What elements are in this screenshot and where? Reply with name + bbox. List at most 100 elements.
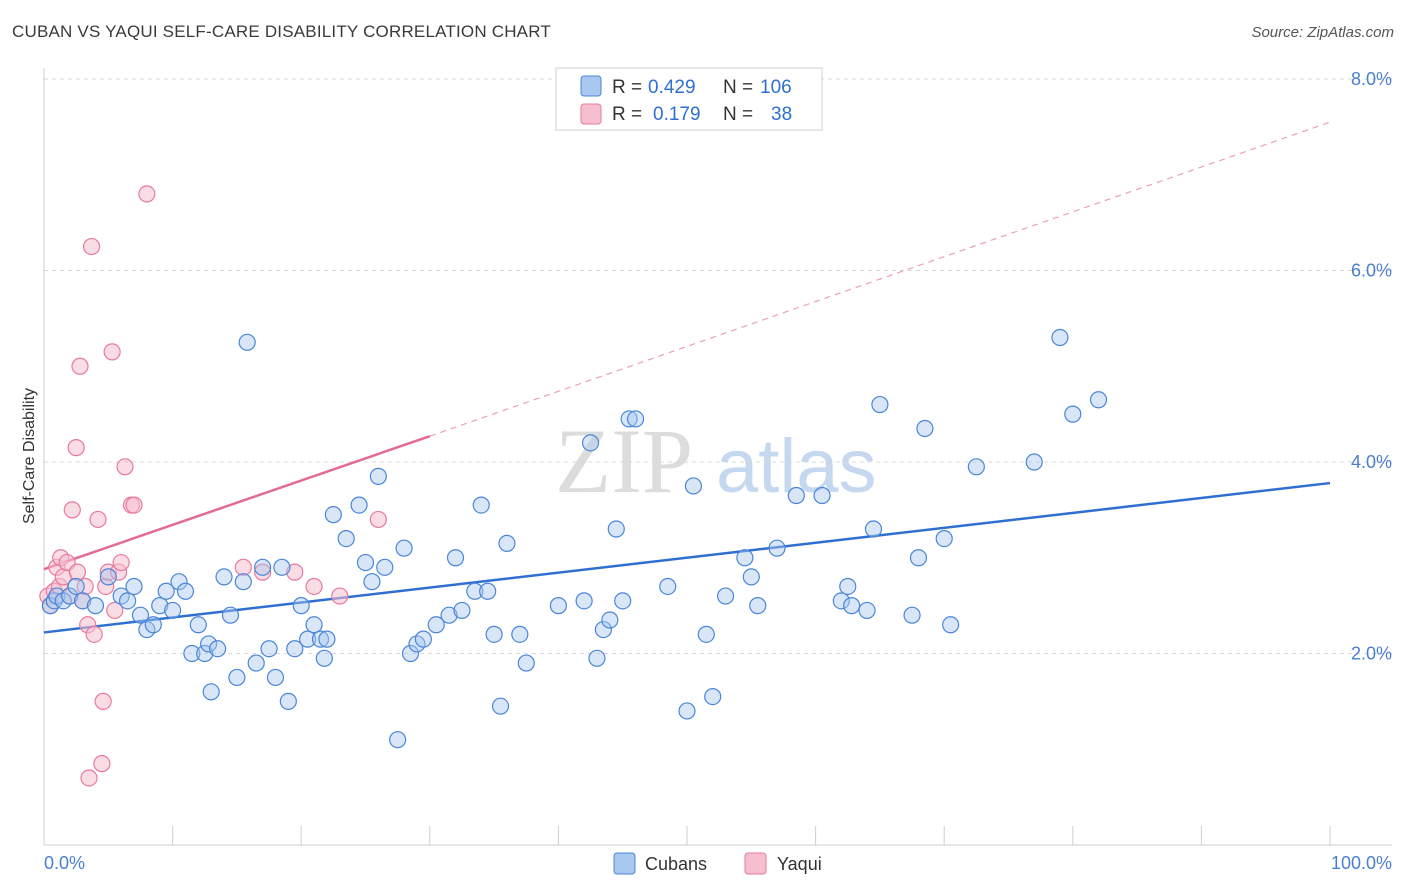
cubans-point (299, 630, 317, 648)
cubans-point (575, 592, 593, 610)
cubans-point (315, 649, 333, 667)
cubans-point (749, 597, 767, 615)
legend-n-label-cubans: N = (723, 77, 753, 98)
cubans-point (620, 410, 638, 428)
yaqui-point (93, 755, 111, 773)
cubans-point (659, 577, 677, 596)
watermark-zip: ZIP (555, 410, 693, 512)
cubans-point (768, 539, 786, 557)
legend-r-label-cubans: R = (612, 77, 642, 98)
legend-r-label-yaqui: R = (612, 104, 642, 125)
yaqui-point (63, 501, 81, 519)
yaqui-point (94, 692, 112, 710)
cubans-point (742, 568, 760, 586)
cubans-point (935, 529, 953, 548)
series-legend: Cubans Yaqui (613, 852, 822, 875)
cubans-point (511, 625, 529, 643)
cubans-point (363, 573, 381, 591)
cubans-point (247, 654, 265, 672)
cubans-point (401, 644, 420, 663)
yaqui-point (286, 563, 304, 581)
yaqui-point (234, 558, 252, 576)
yaqui-point (89, 510, 107, 529)
cubans-point (864, 520, 883, 538)
cubans-point (305, 616, 323, 634)
cubans-point (472, 496, 490, 514)
legend-swatch-cubans (580, 75, 602, 97)
cubans-point (176, 582, 195, 600)
cubans-point (99, 568, 117, 586)
cubans-point (440, 606, 458, 624)
cubans-point (909, 549, 928, 567)
cubans-point (292, 597, 310, 615)
yaqui-trend-extension (429, 121, 1331, 437)
watermark-atlas: atlas (716, 424, 877, 509)
cubans-point (125, 577, 143, 596)
yaqui-point (71, 357, 89, 375)
cubans-point (916, 419, 934, 438)
cubans-point (151, 597, 169, 615)
cubans-point (607, 520, 625, 538)
yaqui-point (80, 769, 98, 787)
cubans-point (395, 539, 413, 557)
chart-title: CUBAN VS YAQUI SELF-CARE DISABILITY CORR… (12, 22, 551, 41)
cubans-point (234, 573, 252, 591)
cubans-point (369, 467, 387, 485)
cubans-point (1025, 453, 1043, 471)
cubans-point (498, 534, 516, 552)
cubans-point (238, 333, 256, 351)
cubans-point (466, 582, 484, 600)
cubans-point (67, 577, 85, 596)
legend-swatch-yaqui (580, 103, 602, 125)
yaqui-point (85, 625, 103, 643)
legend-n-label-yaqui: N = (723, 104, 753, 125)
watermark: ZIP atlas (555, 410, 877, 512)
cubans-point (704, 687, 722, 706)
yaqui-point (106, 601, 124, 620)
cubans-point (678, 702, 696, 720)
cubans-point (716, 587, 735, 605)
bottom-legend-label-cubans: Cubans (645, 854, 707, 874)
x-tick-label: 100.0% (1331, 853, 1392, 873)
yaqui-trend-line (43, 434, 431, 571)
cubans-point (427, 616, 445, 634)
cubans-point (183, 644, 201, 663)
cubans-point (614, 592, 632, 610)
cubans-point (228, 668, 246, 687)
cubans-point (491, 697, 510, 715)
cubans-point (311, 630, 330, 648)
cubans-point (215, 568, 233, 586)
bottom-legend-label-yaqui: Yaqui (777, 854, 822, 874)
y-tick-label: 2.0% (1351, 644, 1392, 664)
cubans-point (221, 606, 240, 624)
cubans-point (144, 616, 162, 634)
cubans-point (202, 683, 220, 701)
yaqui-point (305, 577, 323, 596)
cubans-point (118, 592, 137, 610)
cubans-point (170, 573, 188, 591)
cubans-trend-line (43, 481, 1331, 634)
cubans-point (684, 477, 703, 495)
cubans-point (286, 640, 304, 658)
cubans-point (73, 592, 92, 610)
cubans-point (414, 630, 432, 648)
cubans-point (266, 668, 285, 687)
y-tick-label: 8.0% (1351, 69, 1392, 89)
cubans-point (601, 611, 619, 629)
cubans-point (843, 597, 861, 615)
yaqui-point (116, 458, 134, 476)
cubans-point (164, 601, 182, 620)
cubans-point (350, 496, 368, 514)
cubans-point (157, 582, 175, 600)
trend-lines (43, 121, 1331, 634)
cubans-point (446, 549, 465, 567)
yaqui-points (39, 185, 387, 787)
cubans-point (189, 616, 207, 634)
cubans-point (200, 635, 218, 653)
cubans-point (594, 620, 613, 639)
yaqui-point (254, 563, 272, 581)
cubans-point (581, 434, 600, 452)
cubans-point (324, 506, 342, 524)
cubans-point (485, 625, 503, 643)
cubans-point (376, 558, 394, 576)
